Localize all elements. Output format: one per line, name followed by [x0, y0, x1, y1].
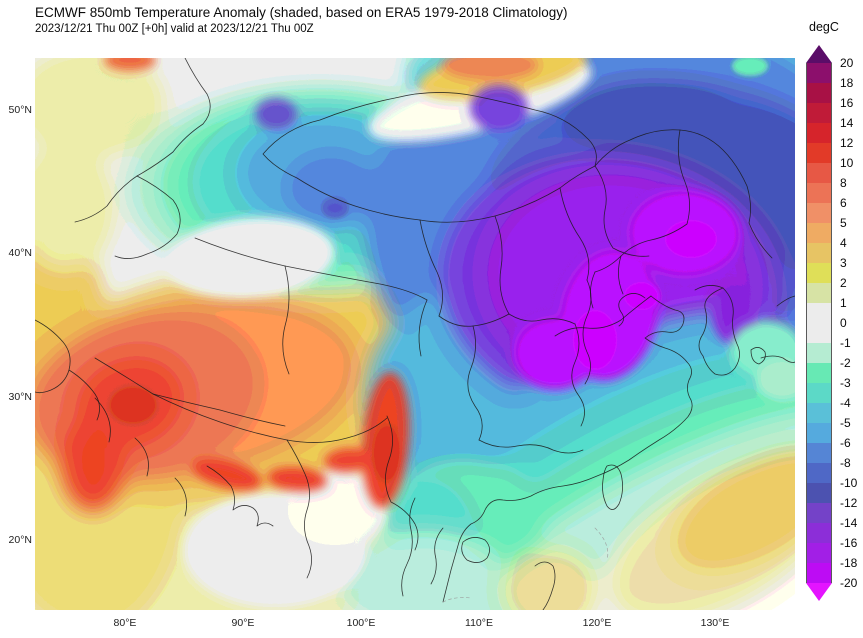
anomaly-region-corner-aqua-ne — [732, 58, 768, 76]
anomaly-region-red-dot-hengduan — [375, 427, 399, 479]
colorbar-unit-label: degC — [809, 20, 839, 34]
colorbar-segment — [807, 283, 831, 303]
colorbar-segment — [807, 123, 831, 143]
lat-tick-label: 40°N — [8, 247, 32, 259]
colorbar-segment — [807, 323, 831, 343]
lon-tick-label: 130°E — [700, 617, 730, 629]
colorbar-segment — [807, 523, 831, 543]
colorbar-segment — [807, 183, 831, 203]
lon-tick-label: 110°E — [465, 617, 493, 629]
colorbar-tick-label: 3 — [840, 256, 847, 270]
anomaly-region-neutral-tarim — [165, 217, 335, 299]
colorbar-tick-label: 12 — [840, 136, 854, 150]
colorbar-tick-label: 4 — [840, 236, 847, 250]
colorbar-segment — [807, 203, 831, 223]
colorbar-segment — [807, 363, 831, 383]
lat-tick-label: 50°N — [8, 104, 32, 116]
colorbar-tick-label: 20 — [840, 56, 854, 70]
anomaly-region-magenta-bright-b — [573, 310, 617, 370]
colorbar-tick-label: -10 — [840, 476, 858, 490]
colorbar-segment — [807, 143, 831, 163]
lon-tick-label: 120°E — [582, 617, 612, 629]
anomaly-region-indigo-dot-xinjiang — [322, 198, 348, 218]
colorbar-tick-label: 0 — [840, 316, 847, 330]
anomaly-region-himalaya-red-c — [324, 447, 372, 473]
colorbar-arrow-bottom — [806, 583, 832, 601]
anomaly-region-red-dot-kashmir — [111, 388, 155, 422]
anomaly-region-magenta-bright-a — [665, 220, 717, 258]
anomaly-region-himalaya-red-a — [192, 457, 262, 491]
colorbar-tick-label: -16 — [840, 536, 858, 550]
colorbar-segment — [807, 423, 831, 443]
colorbar-segment — [807, 223, 831, 243]
colorbar-segments — [806, 63, 832, 583]
colorbar-segment — [807, 103, 831, 123]
anomaly-region-warm-topleft-yellow-a — [35, 58, 165, 158]
colorbar-segment — [807, 463, 831, 483]
colorbar-tick-label: 2 — [840, 276, 847, 290]
colorbar-segment — [807, 343, 831, 363]
colorbar-tick-label: -12 — [840, 496, 858, 510]
colorbar-tick-label: 5 — [840, 216, 847, 230]
anomaly-region-warm-topleft-yellow-b — [35, 143, 115, 273]
colorbar-tick-label: 8 — [840, 176, 847, 190]
lon-tick-label: 90°E — [231, 617, 255, 629]
colorbar-segment — [807, 543, 831, 563]
colorbar-segment — [807, 443, 831, 463]
colorbar-tick-label: 18 — [840, 76, 854, 90]
colorbar-segment — [807, 563, 831, 583]
anomaly-region-wmongolia-purple — [470, 85, 528, 131]
lon-tick-label: 80°E — [113, 617, 137, 629]
anomaly-shading — [35, 58, 795, 610]
colorbar-segment — [807, 263, 831, 283]
anomaly-region-himalaya-red-b — [267, 466, 327, 492]
colorbar-tick-label: 1 — [840, 296, 847, 310]
colorbar-tick-label: -8 — [840, 456, 851, 470]
colorbar-tick-label: -5 — [840, 416, 851, 430]
colorbar-segment — [807, 503, 831, 523]
colorbar-tick-label: -3 — [840, 376, 851, 390]
colorbar-segment — [807, 303, 831, 323]
colorbar-segment — [807, 163, 831, 183]
anomaly-region-japan-mint2 — [756, 360, 795, 400]
colorbar-segment — [807, 63, 831, 83]
colorbar-tick-label: -6 — [840, 436, 851, 450]
lat-tick-label: 20°N — [8, 534, 32, 546]
colorbar-tick-label: -14 — [840, 516, 858, 530]
colorbar-arrow-top — [806, 45, 832, 63]
colorbar-segment — [807, 383, 831, 403]
temperature-anomaly-map — [35, 58, 795, 610]
colorbar-tick-label: 10 — [840, 156, 854, 170]
anomaly-region-se-gold — [674, 449, 795, 571]
colorbar-segment — [807, 483, 831, 503]
colorbar-segment — [807, 83, 831, 103]
anomaly-region-altai-purple — [255, 98, 297, 130]
anomaly-region-nw-orange-strip — [442, 58, 538, 80]
colorbar-tick-label: -18 — [840, 556, 858, 570]
colorbar: 20 18 16 14 12 10 8 6 5 4 3 2 1 0 -1 -2 -3 -4 -5 -6 -8 -10 -12… — [806, 45, 863, 601]
map-title: ECMWF 850mb Temperature Anomaly (shaded,… — [35, 5, 568, 20]
map-subtitle: 2023/12/21 Thu 00Z [+0h] valid at 2023/1… — [35, 23, 314, 35]
lon-tick-label: 100°E — [346, 617, 376, 629]
country-and-province-borders — [35, 58, 795, 610]
anomaly-region-cold-north-darkindigo — [565, 80, 735, 160]
colorbar-tick-label: -20 — [840, 576, 858, 590]
colorbar-tick-label: -2 — [840, 356, 851, 370]
anomaly-region-topleft-orange — [104, 58, 156, 71]
anomaly-region-indochina-mint — [338, 530, 508, 610]
colorbar-tick-label: 16 — [840, 96, 854, 110]
colorbar-tick-label: 6 — [840, 196, 847, 210]
anomaly-region-warm-red-left — [61, 415, 125, 511]
colorbar-tick-label: 14 — [840, 116, 854, 130]
anomaly-region-luzon-yellow — [502, 548, 598, 610]
colorbar-segment — [807, 243, 831, 263]
lat-tick-label: 30°N — [8, 391, 32, 403]
colorbar-tick-label: -4 — [840, 396, 851, 410]
colorbar-segment — [807, 403, 831, 423]
colorbar-tick-label: -1 — [840, 336, 851, 350]
